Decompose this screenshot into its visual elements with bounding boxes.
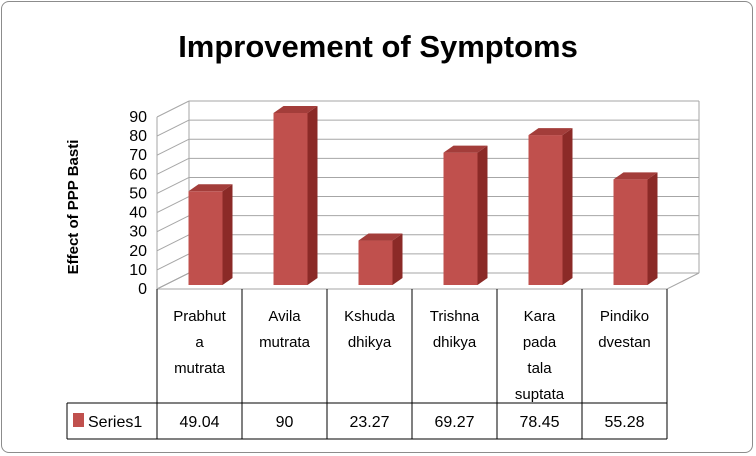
bar-top <box>613 172 658 180</box>
gridline-side <box>156 215 190 233</box>
bar-front <box>273 113 308 285</box>
data-table: Prabhut a mutrata Avila mutrata Kshuda dhikya T… <box>66 289 668 440</box>
bar-top <box>443 145 488 153</box>
bar-top <box>188 184 233 192</box>
bar-side <box>392 233 403 285</box>
bar-front <box>613 179 648 285</box>
data-cell-value: 23.27 <box>349 414 389 431</box>
y-tick-label: 40 <box>129 205 147 222</box>
gridline-side <box>156 176 190 194</box>
bar <box>358 233 403 285</box>
gridline-side <box>156 157 190 175</box>
category-label: Avila mutrata <box>259 308 311 351</box>
legend-swatch <box>73 413 84 427</box>
data-cell-value: 69.27 <box>434 414 474 431</box>
data-cell-value: 90 <box>276 414 294 431</box>
bar-side <box>562 128 573 285</box>
series-name: Series1 <box>88 414 142 431</box>
bar <box>613 172 658 285</box>
plot-area: 0 10 20 30 40 50 60 70 80 90 <box>129 100 700 298</box>
y-tick-label: 50 <box>129 185 147 202</box>
y-tick-label: 90 <box>129 109 147 126</box>
bar-front <box>188 191 223 285</box>
gridline-side <box>156 196 190 214</box>
gridline-side <box>156 138 190 156</box>
bar <box>188 184 233 285</box>
gridline-side <box>156 234 190 252</box>
gridline-side <box>156 100 190 118</box>
y-tick-label: 20 <box>129 243 147 260</box>
data-cell-value: 49.04 <box>179 414 219 431</box>
category-label: Kara pada tala suptata <box>515 308 565 403</box>
y-tick-label: 70 <box>129 147 147 164</box>
gridline-side <box>156 119 190 137</box>
category-label: Prabhut a mutrata <box>173 308 226 377</box>
bar-front <box>528 135 563 285</box>
y-tick-label: 0 <box>138 281 147 298</box>
y-tick-label: 10 <box>129 262 147 279</box>
bar-side <box>477 145 488 285</box>
category-label: Trishna dhikya <box>430 308 480 351</box>
gridline-side <box>156 253 190 271</box>
bar-front <box>443 152 478 285</box>
bar <box>443 145 488 285</box>
category-label: Kshuda dhikya <box>344 308 396 351</box>
data-cell-value: 78.45 <box>519 414 559 431</box>
bar-side <box>222 184 233 285</box>
bar-side <box>647 172 658 285</box>
y-axis-title: Effect of PPP Basti <box>65 140 82 275</box>
chart-title: Improvement of Symptoms <box>178 29 578 64</box>
bar-front <box>358 240 393 285</box>
bar <box>528 128 573 285</box>
bar-top <box>358 233 403 241</box>
bar <box>273 106 318 285</box>
bar-side <box>307 106 318 285</box>
bar-top <box>273 106 318 113</box>
y-tick-label: 80 <box>129 128 147 145</box>
y-tick-label: 30 <box>129 224 147 241</box>
data-cell-value: 55.28 <box>604 414 644 431</box>
bar-top <box>528 128 573 136</box>
category-label: Pindiko dvestan <box>598 308 651 351</box>
y-tick-label: 60 <box>129 166 147 183</box>
